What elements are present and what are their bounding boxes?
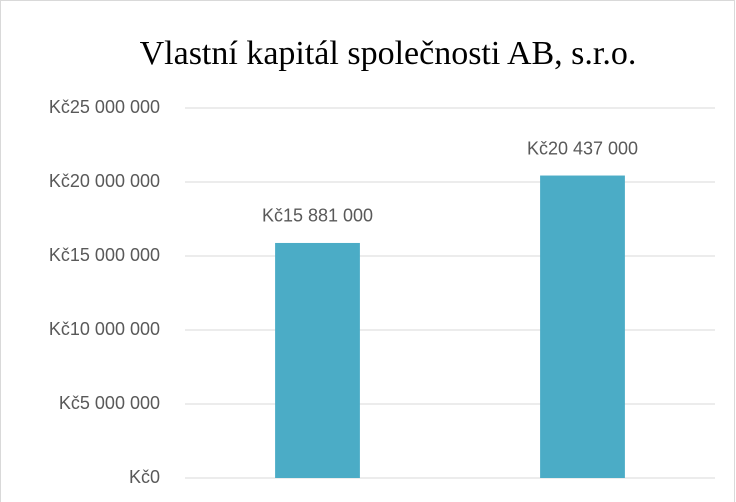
- chart-title: Vlastní kapitál společnosti AB, s.r.o.: [140, 35, 637, 72]
- y-tick-label: Kč5 000 000: [59, 393, 160, 413]
- bar: [540, 175, 625, 478]
- bar: [275, 242, 360, 478]
- y-tick-label: Kč0: [129, 467, 160, 487]
- y-tick-label: Kč25 000 000: [49, 97, 160, 117]
- data-label: Kč15 881 000: [262, 206, 373, 226]
- y-tick-label: Kč20 000 000: [49, 171, 160, 191]
- y-tick-label: Kč15 000 000: [49, 245, 160, 265]
- y-tick-label: Kč10 000 000: [49, 319, 160, 339]
- data-label: Kč20 437 000: [527, 138, 638, 158]
